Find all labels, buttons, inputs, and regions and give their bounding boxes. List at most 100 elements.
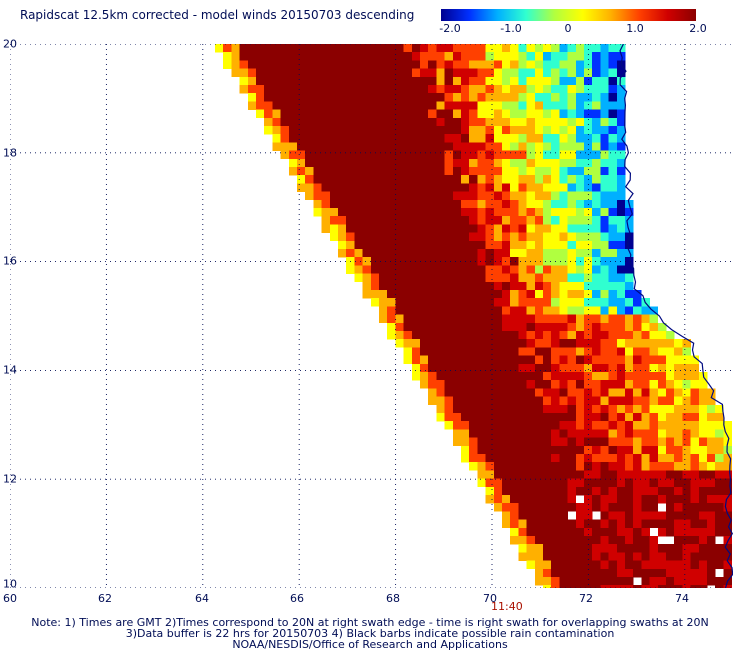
wind-difference-cell bbox=[510, 85, 519, 94]
wind-difference-cell bbox=[379, 85, 388, 94]
wind-difference-cell bbox=[608, 109, 618, 119]
wind-difference-cell bbox=[625, 577, 634, 586]
wind-difference-cell bbox=[674, 470, 683, 479]
wind-difference-cell bbox=[346, 134, 355, 143]
wind-difference-cell bbox=[502, 339, 511, 348]
wind-difference-cell bbox=[551, 372, 560, 381]
wind-difference-cell bbox=[592, 306, 601, 315]
wind-difference-cell bbox=[469, 372, 478, 381]
wind-difference-cell bbox=[657, 552, 667, 561]
wind-difference-cell bbox=[543, 355, 552, 365]
wind-difference-cell bbox=[526, 445, 536, 455]
wind-difference-cell bbox=[452, 216, 462, 225]
wind-difference-cell bbox=[592, 240, 601, 250]
wind-difference-cell bbox=[575, 101, 585, 110]
wind-difference-cell bbox=[444, 281, 454, 291]
wind-difference-cell bbox=[387, 322, 396, 332]
wind-difference-cell bbox=[674, 380, 683, 389]
wind-difference-cell bbox=[551, 527, 560, 537]
wind-difference-cell bbox=[370, 191, 380, 201]
wind-difference-cell bbox=[567, 585, 577, 588]
wind-difference-cell bbox=[575, 421, 585, 430]
wind-difference-cell bbox=[346, 240, 355, 250]
wind-difference-cell bbox=[510, 470, 519, 479]
wind-difference-cell bbox=[616, 511, 626, 520]
wind-difference-cell bbox=[362, 126, 372, 135]
wind-difference-cell bbox=[362, 240, 372, 250]
wind-difference-cell bbox=[690, 437, 700, 447]
wind-difference-cell bbox=[518, 462, 527, 471]
wind-difference-cell bbox=[600, 445, 609, 455]
wind-difference-cell bbox=[567, 199, 577, 209]
lon-label: 64 bbox=[195, 592, 209, 605]
wind-difference-cell bbox=[502, 199, 511, 209]
wind-difference-cell bbox=[616, 536, 626, 545]
wind-difference-cell bbox=[690, 413, 700, 422]
wind-difference-cell bbox=[387, 306, 396, 315]
wind-difference-cell bbox=[428, 60, 437, 69]
wind-difference-cell bbox=[485, 331, 495, 340]
wind-difference-cell bbox=[633, 486, 642, 496]
wind-difference-cell bbox=[559, 331, 568, 340]
wind-difference-cell bbox=[428, 322, 437, 332]
wind-difference-cell bbox=[428, 142, 437, 151]
wind-difference-cell bbox=[559, 52, 568, 61]
wind-difference-cell bbox=[297, 93, 306, 102]
wind-difference-cell bbox=[329, 232, 339, 242]
wind-difference-cell bbox=[280, 150, 290, 160]
wind-difference-cell bbox=[526, 68, 536, 78]
wind-difference-cell bbox=[461, 101, 470, 110]
wind-difference-cell bbox=[420, 232, 429, 242]
wind-difference-cell bbox=[403, 298, 413, 307]
wind-difference-cell bbox=[370, 44, 380, 53]
wind-difference-cell bbox=[420, 76, 429, 86]
wind-difference-cell bbox=[354, 85, 363, 94]
lon-label: 66 bbox=[290, 592, 304, 605]
wind-difference-cell bbox=[534, 355, 544, 365]
wind-difference-cell bbox=[313, 44, 322, 53]
wind-difference-cell bbox=[608, 150, 618, 160]
wind-difference-cell bbox=[321, 158, 331, 168]
wind-difference-cell bbox=[559, 437, 568, 447]
wind-difference-cell bbox=[461, 363, 470, 373]
wind-difference-cell bbox=[280, 60, 290, 69]
wind-difference-cell bbox=[608, 404, 618, 414]
wind-difference-cell bbox=[608, 413, 618, 422]
wind-difference-cell bbox=[616, 388, 626, 397]
wind-difference-cell bbox=[420, 281, 429, 291]
wind-difference-cell bbox=[633, 421, 642, 430]
wind-difference-cell bbox=[575, 216, 585, 225]
wind-difference-cell bbox=[256, 52, 265, 61]
wind-difference-cell bbox=[575, 544, 585, 553]
wind-difference-cell bbox=[485, 52, 495, 61]
wind-difference-cell bbox=[518, 68, 527, 78]
wind-difference-cell bbox=[543, 552, 552, 561]
wind-difference-cell bbox=[387, 298, 396, 307]
wind-difference-cell bbox=[477, 134, 486, 143]
wind-difference-cell bbox=[510, 216, 519, 225]
wind-difference-cell bbox=[485, 199, 495, 209]
wind-difference-cell bbox=[633, 495, 642, 504]
wind-difference-cell bbox=[256, 76, 265, 86]
wind-difference-cell bbox=[444, 142, 454, 151]
wind-difference-cell bbox=[403, 314, 413, 324]
wind-difference-cell bbox=[551, 101, 560, 110]
wind-difference-cell bbox=[674, 511, 683, 520]
wind-difference-cell bbox=[526, 52, 536, 61]
wind-difference-cell bbox=[477, 454, 486, 463]
wind-difference-cell bbox=[362, 109, 372, 119]
wind-difference-cell bbox=[510, 290, 519, 299]
wind-difference-cell bbox=[526, 76, 536, 86]
wind-difference-cell bbox=[452, 372, 462, 381]
wind-difference-cell bbox=[608, 314, 618, 324]
wind-difference-cell bbox=[526, 150, 536, 160]
wind-difference-cell bbox=[436, 298, 445, 307]
wind-difference-cell bbox=[575, 117, 585, 127]
wind-difference-cell bbox=[543, 142, 552, 151]
wind-difference-cell bbox=[379, 298, 388, 307]
lat-label: 20 bbox=[3, 37, 17, 51]
wind-difference-cell bbox=[313, 68, 322, 78]
wind-difference-cell bbox=[452, 347, 462, 356]
wind-difference-cell bbox=[518, 44, 527, 53]
wind-difference-cell bbox=[592, 396, 601, 406]
